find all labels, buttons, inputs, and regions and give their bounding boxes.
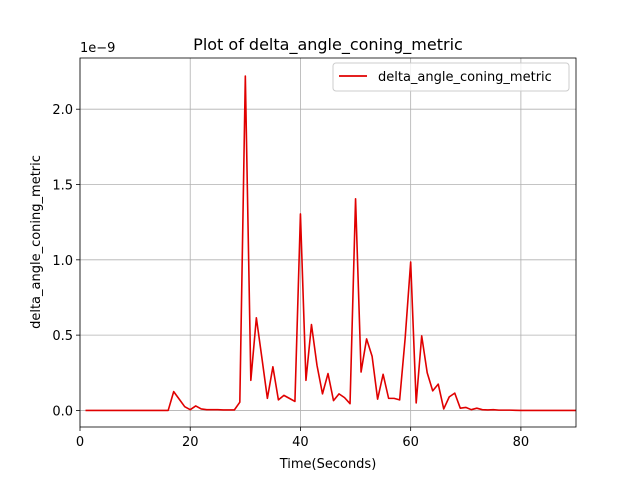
axis-ticks: 0 20 40 60 80 0.0 0.5 1.0 1.5 2.0	[52, 103, 529, 450]
legend: delta_angle_coning_metric	[332, 62, 570, 92]
chart-title: Plot of delta_angle_coning_metric	[193, 35, 463, 55]
legend-box	[332, 62, 570, 92]
y-tick-label: 2.0	[52, 103, 73, 118]
grid	[79, 58, 576, 427]
y-tick-label: 0.5	[52, 329, 73, 344]
x-tick-label: 20	[182, 435, 199, 450]
x-tick-label: 60	[402, 435, 419, 450]
plot-frame	[79, 57, 577, 428]
x-tick-label: 40	[292, 435, 309, 450]
x-axis-label: Time(Seconds)	[279, 457, 377, 472]
y-tick-label: 1.5	[52, 179, 73, 194]
y-tick-label: 0.0	[52, 404, 73, 419]
x-tick-label: 0	[76, 435, 84, 450]
x-tick-label: 80	[513, 435, 530, 450]
y-tick-label: 1.0	[52, 254, 73, 269]
series-line	[85, 75, 576, 412]
legend-entry-label: delta_angle_coning_metric	[378, 70, 552, 85]
series-layer	[85, 75, 576, 412]
y-axis-offset-label: 1e−9	[80, 41, 115, 56]
y-axis-label: delta_angle_coning_metric	[29, 155, 44, 329]
